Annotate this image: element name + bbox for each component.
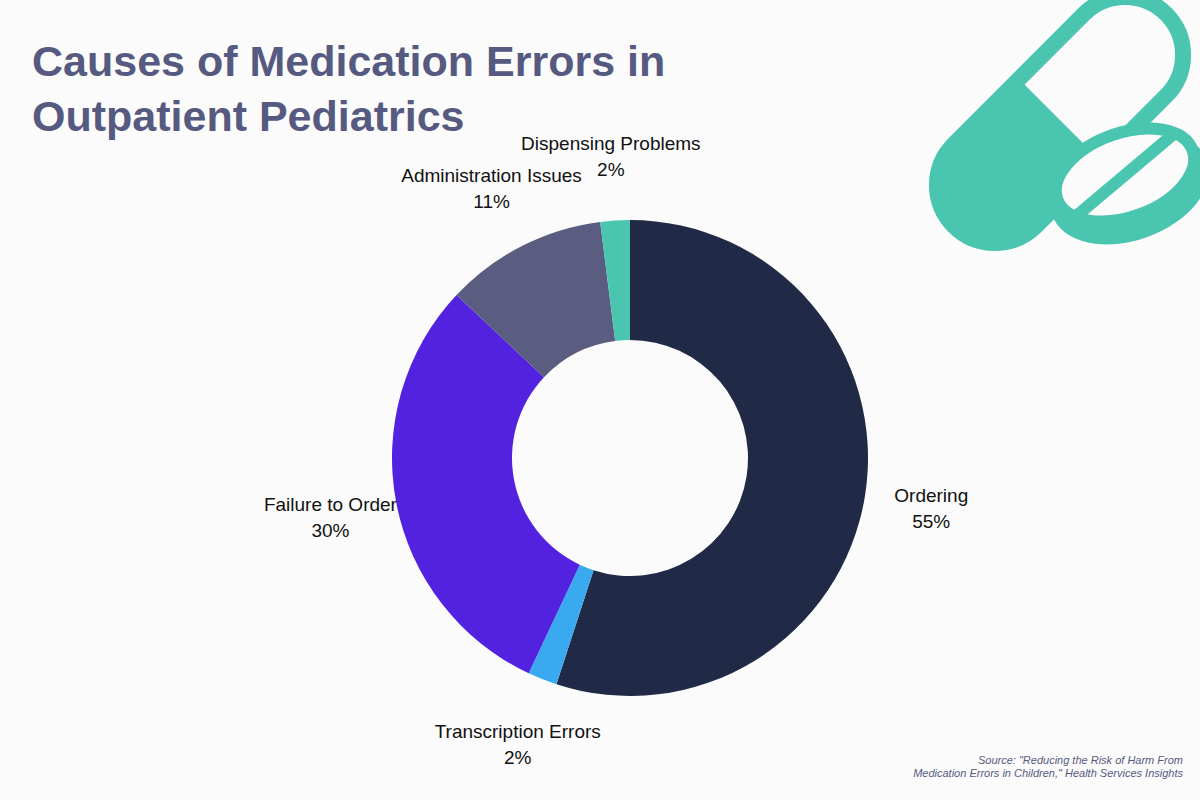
slice (457, 222, 616, 377)
slice-label: Transcription Errors 2% (435, 721, 601, 768)
slice-label: Ordering 55% (894, 485, 968, 532)
category-label: Dispensing Problems (521, 133, 701, 154)
value-label: 2% (597, 159, 625, 180)
slices (392, 220, 868, 696)
category-label: Transcription Errors (435, 721, 601, 742)
category-label: Failure to Order (264, 494, 398, 515)
tablet-top (1043, 111, 1200, 239)
category-label: Ordering (894, 485, 968, 506)
chart: Ordering 55% Transcription Errors 2% Failure… (0, 0, 1200, 800)
labels: Ordering 55% Transcription Errors 2% Failure… (264, 133, 968, 768)
category-label: Administration Issues (401, 165, 582, 186)
tablet-score (1061, 134, 1189, 216)
slice (600, 220, 630, 341)
value-label: 2% (504, 747, 532, 768)
slice-label: Dispensing Problems 2% (521, 133, 701, 180)
value-label: 55% (912, 511, 950, 532)
source-line: Source: "Reducing the Risk of Harm From (978, 754, 1183, 766)
slice-label: Administration Issues 11% (401, 165, 582, 212)
source: Source: "Reducing the Risk of Harm FromM… (913, 754, 1183, 779)
tablet-side (1035, 111, 1200, 265)
title: Causes of Medication Errors in Outpatien… (32, 34, 722, 144)
source-line: Medication Errors in Children," Health S… (913, 767, 1183, 779)
tablet-icon (1034, 107, 1200, 265)
value-label: 30% (311, 520, 349, 541)
slice-label: Failure to Order 30% (264, 494, 398, 541)
donut (392, 220, 868, 696)
value-label: 11% (473, 191, 510, 212)
